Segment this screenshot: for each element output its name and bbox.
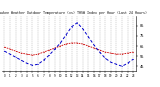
Title: Milwaukee Weather Outdoor Temperature (vs) THSW Index per Hour (Last 24 Hours): Milwaukee Weather Outdoor Temperature (v… bbox=[0, 11, 147, 15]
